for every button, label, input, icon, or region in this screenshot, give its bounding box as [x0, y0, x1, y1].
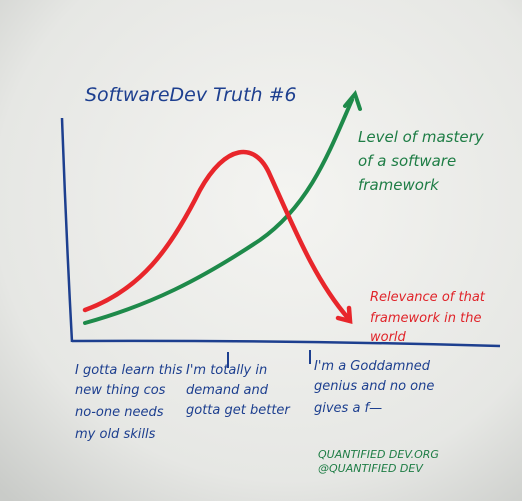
mastery-arrow	[343, 89, 362, 111]
annotation: gives a f—	[314, 401, 382, 416]
relevance-curve	[82, 149, 351, 321]
annotation: gotta get better	[186, 403, 291, 418]
annotation: I gotta learn this	[75, 363, 183, 378]
mastery-label: Level of mastery	[358, 128, 485, 146]
credit: QUANTIFIED DEV.ORG	[318, 448, 439, 461]
annotation: my old skills	[75, 427, 156, 442]
credit: @QUANTIFIED DEV	[318, 462, 424, 475]
title: SoftwareDev Truth #6	[85, 84, 297, 106]
annotation: new thing cos	[75, 383, 166, 398]
relevance-label: Relevance of that	[370, 290, 486, 305]
relevance-label: framework in the	[370, 311, 481, 326]
mastery-label: framework	[358, 176, 440, 194]
annotation: no-one needs	[75, 405, 164, 420]
relevance-arrow	[335, 305, 353, 324]
annotation: I'm a Goddamned	[314, 359, 431, 374]
mastery-curve	[83, 98, 354, 325]
y-axis	[60, 117, 74, 343]
annotation: demand and	[186, 383, 269, 398]
x-axis	[71, 339, 501, 348]
annotation: genius and no one	[314, 379, 434, 394]
relevance-label: world	[370, 330, 407, 345]
annotation: I'm totally in	[186, 363, 267, 378]
mastery-label: of a software	[358, 152, 456, 170]
